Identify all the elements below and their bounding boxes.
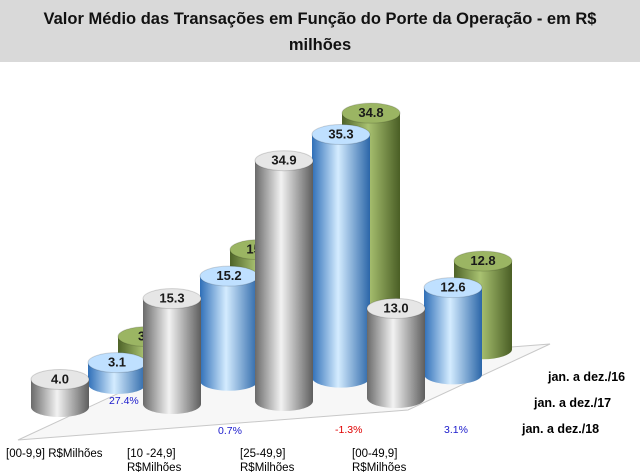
variation-label: 27.4% xyxy=(109,395,139,407)
variation-label: -1.3% xyxy=(335,424,362,436)
data-label: 3.1 xyxy=(108,355,126,370)
data-label: 35.3 xyxy=(328,127,353,142)
bar-top xyxy=(254,150,314,172)
bar-2-1: 3.1 xyxy=(87,352,147,394)
data-label: 13.0 xyxy=(383,300,408,315)
bar-2-3: 35.3 xyxy=(311,124,371,388)
bar-3-2: 15.3 xyxy=(142,288,202,414)
chart-title: Valor Médio das Transações em Função do … xyxy=(43,10,597,54)
bar-top xyxy=(311,124,371,146)
chart-title-box: Valor Médio das Transações em Função do … xyxy=(0,0,640,62)
data-label: 34.9 xyxy=(271,153,296,168)
bar-body xyxy=(424,287,482,385)
chart-plot: 3.415.534.812.83.115.235.312.64.015.334.… xyxy=(17,102,551,441)
data-label: 34.8 xyxy=(358,105,383,120)
variation-label: 0.7% xyxy=(218,425,242,437)
bar-2-2: 15.2 xyxy=(199,265,259,391)
bar-body xyxy=(312,134,370,388)
bar-3-3: 34.9 xyxy=(254,150,314,411)
legend-series-16: jan. a dez./16 xyxy=(548,370,626,384)
bar-body xyxy=(143,298,201,414)
bar-top xyxy=(341,102,401,124)
bar-top xyxy=(423,277,483,299)
bar-3-4: 13.0 xyxy=(366,297,426,408)
bar-body xyxy=(255,160,313,411)
variation-label: 3.1% xyxy=(444,424,468,436)
category-label-1: [00-9,9] R$Milhões xyxy=(6,448,103,460)
bar-top xyxy=(30,368,90,390)
category-label-3: [25-49,9] R$Milhões xyxy=(240,448,295,474)
legend-series-17: jan. a dez./17 xyxy=(534,396,612,410)
data-label: 15.2 xyxy=(216,268,241,283)
bar-3-1: 4.0 xyxy=(30,368,90,417)
category-label-2: [10 -24,9] R$Milhões xyxy=(127,448,182,474)
data-label: 12.6 xyxy=(440,280,465,295)
bar-top xyxy=(453,250,513,272)
category-label-4: [00-49,9] R$Milhões xyxy=(352,448,407,474)
bar-top xyxy=(366,297,426,319)
bar-body xyxy=(31,379,89,417)
legend-series-18: jan. a dez./18 xyxy=(522,422,600,436)
data-label: 12.8 xyxy=(470,253,495,268)
bar-top xyxy=(142,288,202,310)
bar-body xyxy=(367,308,425,408)
bar-body xyxy=(200,276,258,391)
data-label: 4.0 xyxy=(51,371,69,386)
bar-2-4: 12.6 xyxy=(423,277,483,385)
data-label: 15.3 xyxy=(159,291,184,306)
